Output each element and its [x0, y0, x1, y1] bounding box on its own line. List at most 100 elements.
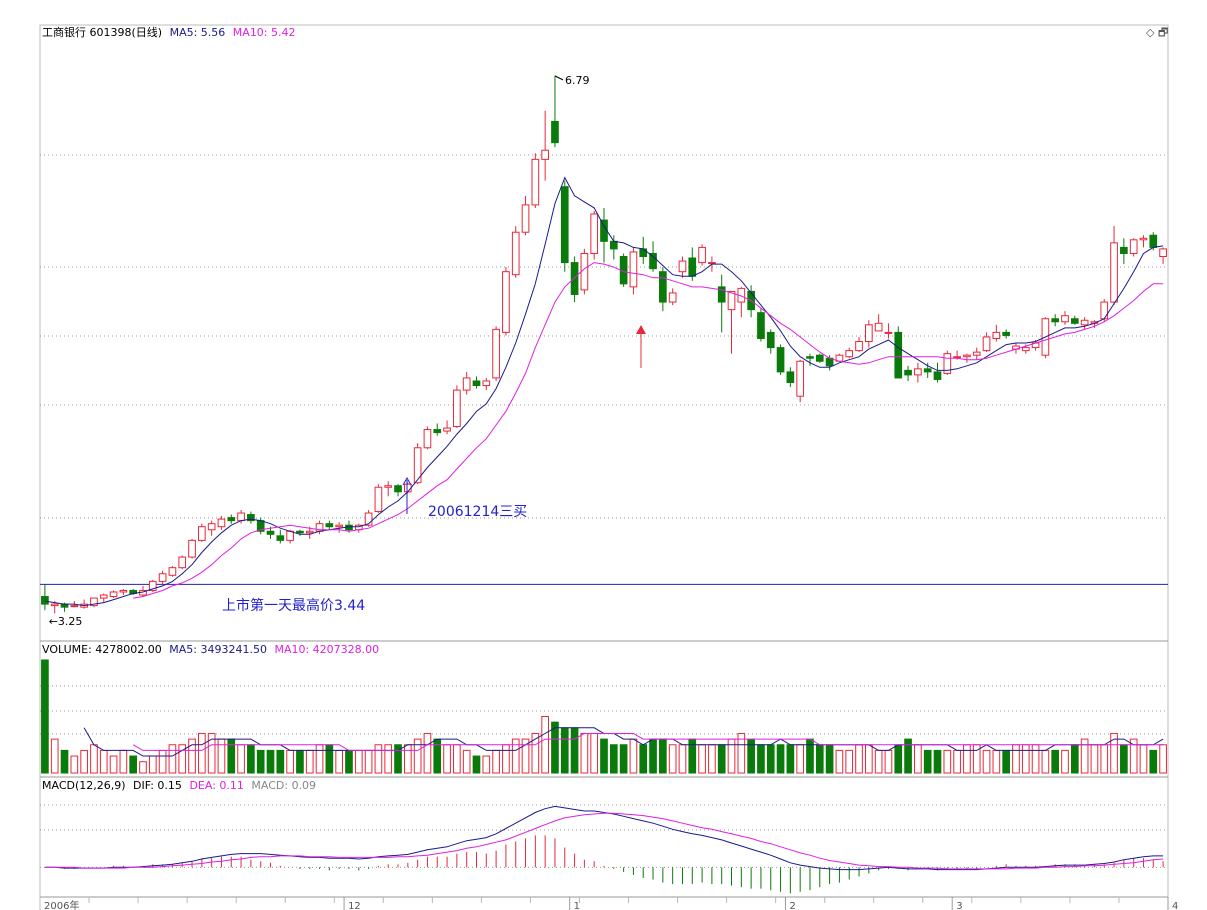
candle	[1120, 238, 1128, 265]
candle-body	[698, 246, 706, 264]
candle	[727, 290, 736, 354]
volume-bar	[629, 738, 638, 774]
candle	[659, 267, 667, 312]
candle-body	[776, 347, 785, 373]
volume-bar	[727, 738, 736, 774]
candle-body	[864, 324, 873, 343]
volume-bar	[139, 761, 147, 774]
high-price-label: 6.79	[565, 74, 590, 87]
volume-bar	[502, 744, 510, 774]
candle-body	[982, 336, 991, 352]
candle-body	[70, 605, 79, 608]
price-ma-lines	[44, 176, 1164, 607]
volume-bar	[90, 744, 98, 774]
volume-bar	[178, 744, 187, 774]
candle	[217, 516, 226, 530]
candle	[90, 597, 98, 608]
volume-bar	[737, 732, 746, 774]
candle-body	[1051, 318, 1060, 323]
candle	[1080, 317, 1089, 330]
candle-body	[472, 380, 481, 387]
candle	[845, 347, 854, 359]
candle-body	[727, 290, 736, 311]
volume-bar	[541, 716, 549, 774]
volume-bar	[305, 749, 314, 774]
candle	[1070, 315, 1079, 325]
candle	[384, 481, 393, 497]
volume-bar	[845, 749, 854, 774]
candle-body	[1149, 234, 1158, 248]
candle	[119, 588, 128, 596]
candle-body	[1061, 315, 1069, 323]
candle	[590, 210, 599, 260]
candle-body	[708, 262, 716, 265]
buy3-marker: 20061214三买	[402, 476, 527, 520]
volume-bar	[462, 749, 471, 774]
candle	[541, 110, 549, 181]
dif-readout: DIF: 0.15	[133, 779, 182, 792]
candle-body	[796, 360, 805, 397]
candle-body	[914, 368, 922, 376]
candle	[80, 599, 88, 609]
macd-readout: MACD: 0.09	[251, 779, 316, 792]
candle-body	[815, 354, 824, 362]
volume-bar	[256, 749, 265, 774]
volume-bar	[168, 744, 177, 774]
low-marker: ←3.25	[49, 615, 83, 628]
dea-line	[44, 812, 1164, 870]
volume-bar	[796, 744, 805, 774]
candlesticks	[41, 75, 1167, 614]
candle	[914, 362, 922, 383]
volume-bar	[247, 744, 255, 774]
candle-body	[462, 377, 471, 391]
volume-bar	[1090, 744, 1099, 774]
candle	[992, 324, 1001, 342]
volume-bar	[678, 744, 687, 774]
candle-body	[659, 271, 667, 303]
volume-bar	[315, 744, 324, 774]
volume-bar	[423, 732, 432, 774]
volume-bar	[923, 749, 932, 774]
candle-body	[335, 524, 344, 528]
volume-bar	[904, 738, 912, 774]
candle	[972, 347, 981, 360]
candle-body	[158, 573, 167, 582]
candle	[50, 601, 59, 614]
volume-bar	[217, 738, 226, 774]
volume-bar	[776, 744, 785, 774]
low-price-label: ←3.25	[49, 615, 83, 628]
candle-body	[1139, 237, 1148, 241]
candle-body	[50, 603, 59, 607]
candle-body	[953, 356, 961, 359]
candle	[1051, 314, 1060, 327]
candle-body	[305, 530, 314, 534]
candle-body	[570, 262, 579, 295]
volume-bar	[1110, 732, 1118, 774]
candle-body	[99, 594, 108, 599]
volume-bar	[649, 738, 657, 774]
volume-bar	[286, 749, 294, 774]
candle-body	[590, 213, 599, 254]
candle	[1110, 226, 1118, 306]
candle	[511, 226, 520, 278]
volume-bar	[855, 744, 863, 774]
window-controls-icon[interactable]: ◇ 🗗	[1146, 26, 1168, 39]
candle	[894, 326, 903, 379]
volume-bars	[41, 659, 1167, 774]
candle	[678, 256, 687, 278]
volume-bar	[443, 744, 451, 774]
volume-bar	[806, 738, 814, 774]
candle	[943, 350, 952, 375]
candle-body	[678, 260, 687, 273]
candle-body	[855, 341, 863, 352]
volume-bar	[894, 744, 903, 774]
volume-bar	[1149, 749, 1158, 774]
volume-bar	[717, 744, 726, 774]
candle	[502, 267, 510, 336]
candle-body	[178, 556, 187, 569]
candle	[806, 353, 814, 366]
candle	[884, 323, 893, 339]
candle	[874, 314, 883, 332]
candle	[698, 244, 706, 266]
candle	[188, 538, 196, 559]
